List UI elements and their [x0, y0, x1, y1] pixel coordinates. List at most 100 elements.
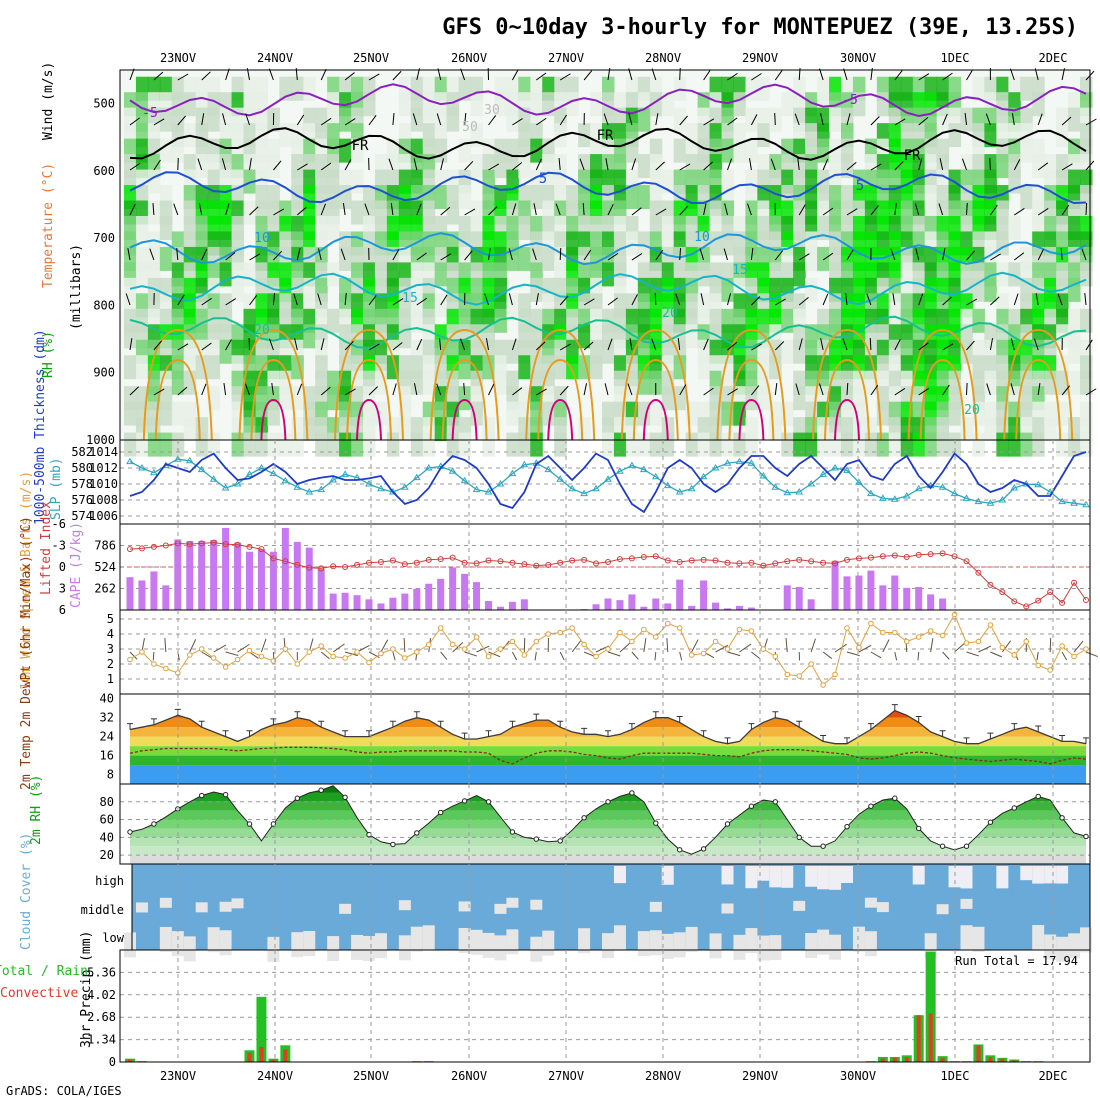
rh-point	[844, 823, 850, 830]
cloud-mid-gap	[195, 902, 208, 913]
temp-band	[130, 755, 1086, 766]
temp-tick: 16	[100, 749, 114, 763]
wind-barb	[392, 298, 404, 306]
wind-barb	[368, 115, 377, 126]
li-point	[616, 556, 623, 563]
wind-barb	[820, 338, 824, 351]
wind-barb	[774, 383, 778, 396]
rh-cell	[494, 370, 507, 395]
wind-barb	[1013, 252, 1025, 261]
rh-cell	[793, 432, 806, 457]
rh-point	[581, 815, 587, 821]
cloud-high-gap	[960, 866, 973, 889]
rh-cell	[673, 386, 687, 411]
rh-cell	[661, 386, 675, 411]
rh-cell	[625, 231, 639, 256]
li-point	[162, 542, 169, 549]
rh-cell	[458, 185, 472, 210]
surface-barb	[785, 638, 788, 653]
wind-barb	[703, 338, 709, 351]
surface-barb	[1036, 651, 1039, 661]
wind-point	[724, 646, 731, 652]
rh-cell	[745, 432, 758, 457]
temp-dewpt-lines	[127, 704, 1089, 765]
wind-barb	[1057, 293, 1063, 306]
cloud-high-gap	[948, 866, 961, 888]
rh-cell	[625, 138, 639, 163]
slp-point	[651, 472, 660, 480]
rh-cell	[960, 417, 973, 442]
rh-cell	[852, 92, 866, 117]
wind-barb	[173, 203, 179, 216]
cape-bar	[652, 598, 660, 610]
surface-barb	[715, 644, 729, 653]
warm-contour	[260, 398, 287, 441]
wind-barb	[1060, 247, 1063, 261]
temp-tick: 40	[100, 692, 114, 706]
surface-barb	[691, 639, 699, 653]
wind-barb	[631, 158, 637, 171]
temp-ticks: 8 16 24 32 40	[100, 692, 114, 782]
wind-barb	[989, 157, 991, 171]
wind-barb	[894, 70, 903, 81]
li-point	[354, 561, 361, 568]
thickness-axis-label: 1000-500mb Thickness (dm)	[33, 329, 48, 525]
wind-barb	[392, 342, 403, 351]
convective-bar	[128, 1059, 132, 1062]
wind-barb	[603, 113, 609, 126]
rh-cell	[733, 92, 746, 117]
top-date-label: 30NOV	[840, 51, 876, 65]
slp-point	[843, 466, 851, 473]
wind-barb	[751, 73, 762, 81]
rh-cell	[494, 308, 507, 333]
warm-contour	[537, 358, 584, 441]
temp-maxbar	[533, 713, 540, 721]
rh-point	[772, 799, 778, 805]
rh-cell	[1008, 432, 1021, 457]
wind-barb	[985, 113, 991, 126]
wind-barb	[798, 338, 803, 351]
rh-bands	[120, 785, 1090, 864]
wind-barb	[201, 342, 212, 351]
cloud-high-gap	[912, 866, 925, 885]
rh-cell	[458, 386, 472, 411]
rh-point	[796, 834, 802, 841]
rh-cell	[602, 432, 615, 457]
rh-cell	[566, 355, 579, 380]
wind-barb	[942, 248, 946, 261]
rh-cell	[470, 123, 484, 148]
rh-cell	[434, 185, 448, 210]
wind-barb	[962, 158, 967, 171]
wind-barb	[699, 248, 705, 261]
cloud-row-label: low	[102, 931, 124, 945]
wind-barb	[1037, 207, 1049, 216]
wind-point	[521, 652, 528, 658]
wind-point	[569, 625, 575, 631]
contour-label: 15	[732, 263, 748, 278]
convective-bar	[271, 1059, 276, 1062]
rh-cell	[817, 246, 830, 271]
rain-bar	[925, 951, 936, 1062]
wind-point	[1047, 667, 1053, 673]
slp-point	[663, 481, 672, 489]
rh-cell	[793, 386, 806, 411]
rh-cell	[984, 123, 997, 148]
slp-point	[1010, 484, 1019, 491]
rh-point	[605, 799, 611, 805]
precip-bars	[125, 951, 1044, 1062]
slp-point	[377, 484, 385, 492]
wind-barb	[245, 113, 250, 126]
rh-point	[270, 821, 277, 827]
rh-cell	[530, 432, 543, 457]
li-point	[915, 551, 922, 558]
wind-point	[366, 659, 372, 666]
contour-label: FR	[904, 148, 921, 164]
rh-cell	[1068, 339, 1081, 364]
wind-barb	[223, 383, 227, 396]
warm-contour	[642, 398, 669, 441]
rh-cell	[243, 200, 256, 225]
temp-maxbar	[1035, 725, 1042, 732]
li-point	[377, 558, 384, 565]
cape-bar	[843, 576, 851, 610]
slp-point	[520, 460, 529, 468]
